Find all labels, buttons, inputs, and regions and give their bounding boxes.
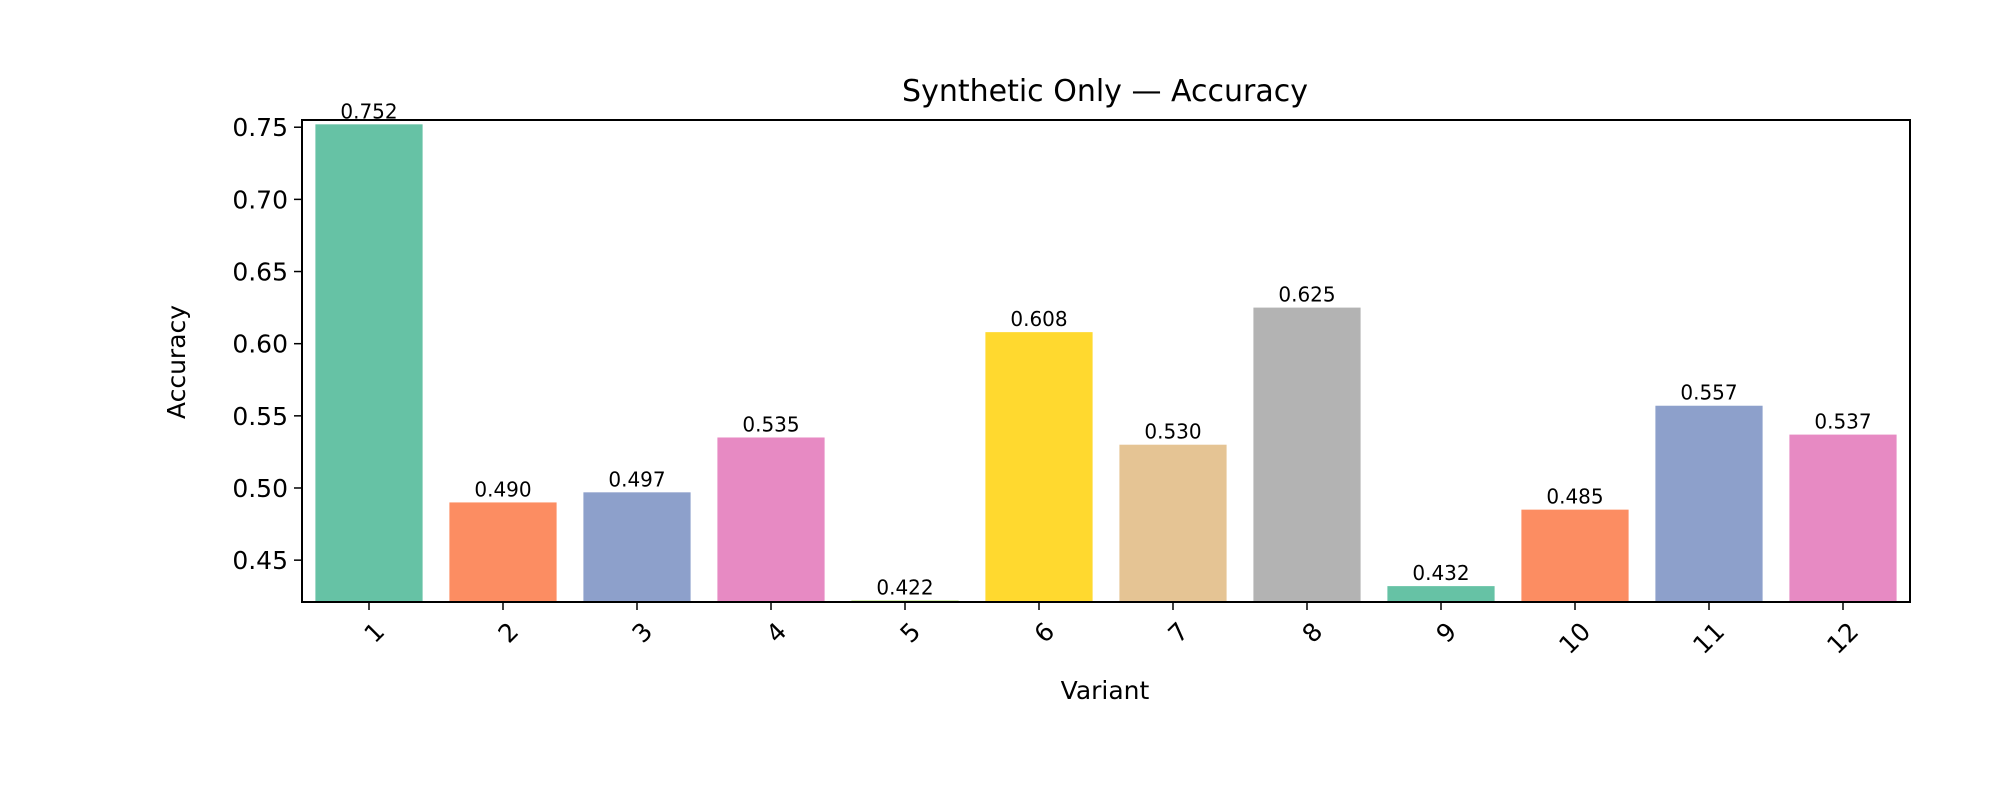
bar-9	[1387, 586, 1495, 602]
data-label-5: 0.422	[876, 576, 933, 600]
data-label-10: 0.485	[1546, 485, 1603, 509]
bar-10	[1521, 509, 1629, 602]
x-tick-label-12: 12	[1821, 617, 1864, 660]
x-axis-label: Variant	[1061, 676, 1150, 705]
x-tick-label-10: 10	[1553, 617, 1596, 660]
x-tick-label-2: 2	[493, 617, 525, 649]
bar-1	[315, 124, 423, 602]
data-label-7: 0.530	[1144, 420, 1201, 444]
bar-8	[1253, 307, 1361, 602]
y-tick-label-0.60: 0.60	[232, 330, 288, 359]
y-tick-label-0.50: 0.50	[232, 474, 288, 503]
bar-6	[985, 332, 1093, 602]
x-tick-label-11: 11	[1687, 617, 1730, 660]
plot-frame	[301, 119, 1911, 603]
data-label-12: 0.537	[1814, 410, 1871, 434]
bar-7	[1119, 444, 1227, 602]
chart-title: Synthetic Only — Accuracy	[902, 74, 1308, 109]
x-tick-label-9: 9	[1431, 617, 1463, 649]
bar-3	[583, 492, 691, 602]
bars-layer	[315, 124, 1897, 602]
bar-2	[449, 502, 557, 602]
x-tick-label-7: 7	[1163, 617, 1195, 649]
y-tick-label-0.75: 0.75	[232, 113, 288, 142]
x-tick-label-6: 6	[1029, 617, 1061, 649]
y-axis-label: Accuracy	[162, 305, 191, 419]
data-label-8: 0.625	[1278, 283, 1335, 307]
x-tick-label-5: 5	[895, 617, 927, 649]
data-label-6: 0.608	[1010, 307, 1067, 331]
bar-4	[717, 437, 825, 602]
bar-12	[1789, 434, 1897, 602]
data-label-3: 0.497	[608, 467, 665, 491]
y-tick-label-0.70: 0.70	[232, 185, 288, 214]
x-tick-label-1: 1	[359, 617, 391, 649]
data-label-2: 0.490	[474, 477, 531, 501]
bar-11	[1655, 405, 1763, 602]
data-label-9: 0.432	[1412, 561, 1469, 585]
data-label-11: 0.557	[1680, 381, 1737, 405]
y-tick-label-0.55: 0.55	[232, 402, 288, 431]
y-tick-label-0.65: 0.65	[232, 258, 288, 287]
data-label-4: 0.535	[742, 412, 799, 436]
x-tick-label-8: 8	[1297, 617, 1329, 649]
y-tick-label-0.45: 0.45	[232, 546, 288, 575]
y-axis: 0.45 0.50 0.55 0.60 0.65 0.70 0.75	[232, 113, 302, 575]
x-tick-label-3: 3	[627, 617, 659, 649]
x-tick-label-4: 4	[761, 617, 793, 649]
x-axis: 1 2 3 4 5 6 7 8 9 10 11 12	[359, 602, 1864, 660]
